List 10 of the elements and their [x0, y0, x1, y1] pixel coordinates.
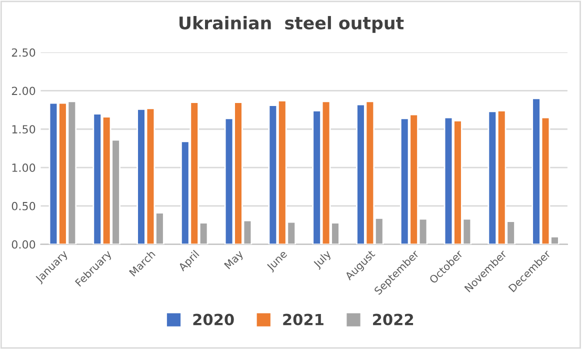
y-tick-label: 2.50 [12, 48, 36, 57]
chart-title: Ukrainian steel output [180, 16, 404, 33]
legend-label: 2020 [193, 314, 234, 326]
legend-label: 2021 [283, 314, 324, 326]
y-tick-label: 1.50 [12, 125, 36, 134]
y-tick-label: 2.00 [12, 86, 36, 96]
y-tick-label: 0.00 [12, 240, 36, 249]
legend-label: 2022 [373, 314, 414, 326]
y-tick-label: 1.00 [12, 163, 36, 172]
y-tick-label: 0.50 [12, 202, 36, 210]
